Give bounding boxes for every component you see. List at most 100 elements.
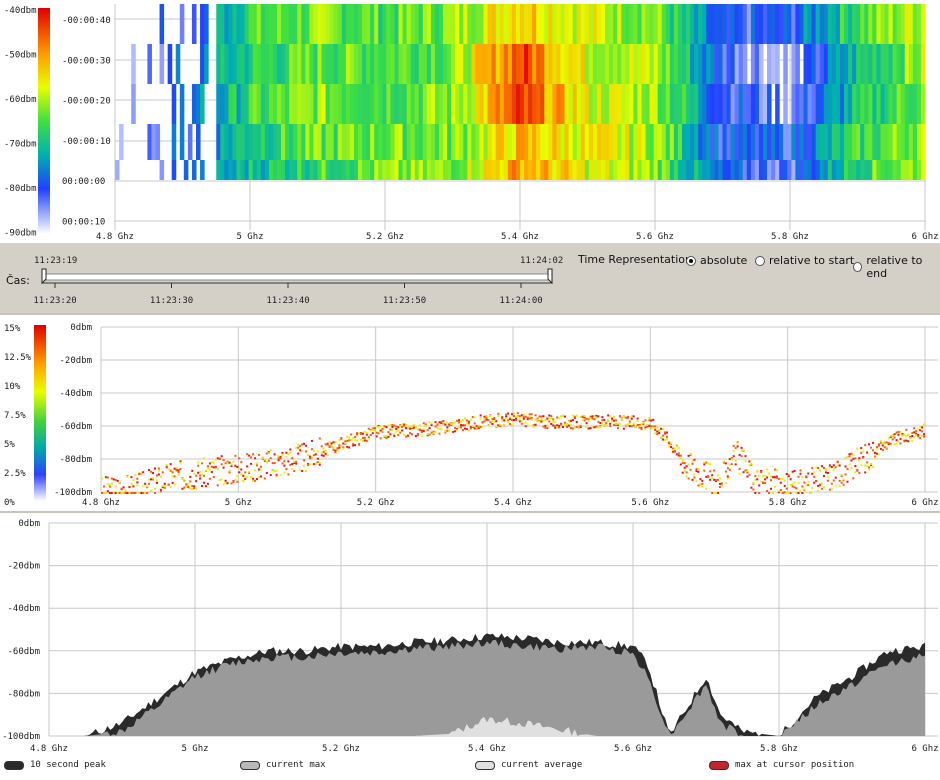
time-range-track[interactable] <box>41 273 553 281</box>
waterfall-cell <box>621 4 626 44</box>
waterfall-cell <box>791 4 796 44</box>
radio-relative-to-end-dot[interactable] <box>853 262 863 272</box>
waterfall-cell <box>418 4 424 44</box>
waterfall-cell <box>544 124 549 160</box>
density-point <box>754 475 757 478</box>
radio-absolute-label[interactable]: absolute <box>700 254 748 267</box>
legend-current-average[interactable]: current average <box>475 760 582 770</box>
waterfall-cell <box>673 124 679 160</box>
legend-10-second-peak[interactable]: 10 second peak <box>4 760 106 770</box>
waterfall-cell <box>317 84 323 124</box>
waterfall-cell <box>345 84 351 124</box>
density-point <box>365 439 368 442</box>
range-start-handle[interactable] <box>41 268 47 285</box>
density-point <box>722 461 725 464</box>
waterfall-cell <box>710 44 715 84</box>
waterfall-cell <box>908 124 914 160</box>
waterfall-cell <box>754 44 760 84</box>
waterfall-cell <box>191 4 197 44</box>
density-point <box>575 421 578 424</box>
density-point <box>230 463 233 466</box>
waterfall-cell <box>171 124 177 160</box>
density-point <box>271 469 274 472</box>
density-point <box>685 465 688 468</box>
density-point <box>758 492 761 494</box>
radio-absolute[interactable]: absolute <box>686 254 747 267</box>
waterfall-cell <box>439 84 444 124</box>
radio-relative-to-end[interactable]: relative to end <box>853 254 940 280</box>
waterfall-cell <box>471 84 476 124</box>
waterfall-cell <box>831 124 837 160</box>
waterfall-cell <box>487 84 493 124</box>
density-point <box>377 424 380 427</box>
density-point <box>785 472 788 475</box>
density-point <box>277 455 280 458</box>
density-point <box>224 479 227 482</box>
waterfall-cell <box>455 124 460 160</box>
density-point <box>395 427 398 430</box>
waterfall-cell <box>641 84 647 124</box>
density-point <box>467 422 470 425</box>
waterfall-cell <box>868 4 873 44</box>
waterfall-cell <box>726 84 732 124</box>
radio-relative-to-start-dot[interactable] <box>755 255 765 266</box>
density-point <box>375 425 378 428</box>
density-point <box>448 424 451 427</box>
density-point <box>281 451 284 454</box>
legend-max-at-cursor[interactable]: max at cursor position <box>709 760 854 770</box>
density-point <box>167 468 170 471</box>
density-point <box>106 476 109 479</box>
density-point <box>167 483 170 486</box>
density-point <box>638 424 641 427</box>
freq-tick-label: 6 Ghz <box>911 232 938 242</box>
density-point <box>656 430 659 433</box>
waterfall-cell <box>301 4 306 44</box>
radio-relative-to-end-label[interactable]: relative to end <box>866 254 923 280</box>
radio-relative-to-start[interactable]: relative to start <box>755 254 854 267</box>
waterfall-cell <box>414 124 420 160</box>
density-point <box>352 437 355 440</box>
density-point <box>254 457 257 460</box>
waterfall-cell <box>301 124 306 160</box>
density-point <box>879 441 882 444</box>
waterfall-cell <box>410 4 416 44</box>
waterfall-cell <box>313 160 318 180</box>
density-point <box>881 448 884 451</box>
waterfall-cell <box>317 4 323 44</box>
density-point <box>909 437 912 440</box>
range-end-handle[interactable] <box>547 268 553 285</box>
waterfall-cell <box>430 4 436 44</box>
density-point <box>428 427 431 430</box>
waterfall-cell <box>605 124 610 160</box>
waterfall-cell <box>584 4 590 44</box>
density-point <box>340 437 343 440</box>
waterfall-cell <box>499 124 505 160</box>
density-point <box>917 433 920 436</box>
density-point <box>720 482 723 485</box>
density-point <box>204 485 207 488</box>
density-point <box>821 465 824 468</box>
density-point <box>336 447 339 450</box>
waterfall-cell <box>268 124 274 160</box>
waterfall-cell <box>665 160 671 180</box>
waterfall-cell <box>236 44 242 84</box>
waterfall-cell <box>358 124 363 160</box>
waterfall-cell <box>228 124 233 160</box>
waterfall-cell <box>362 4 367 44</box>
waterfall-cell <box>613 160 618 180</box>
legend-current-max[interactable]: current max <box>240 760 326 770</box>
radio-relative-to-start-label[interactable]: relative to start <box>769 254 855 267</box>
waterfall-cell <box>892 160 898 180</box>
waterfall-cell <box>605 44 610 84</box>
waterfall-cell <box>281 4 286 44</box>
waterfall-cell <box>673 44 679 84</box>
density-point <box>775 468 778 471</box>
density-point <box>173 475 176 478</box>
density-point <box>899 430 902 433</box>
density-point <box>558 424 561 427</box>
waterfall-cell <box>564 160 570 180</box>
radio-absolute-dot[interactable] <box>686 255 696 266</box>
waterfall-cell <box>811 160 817 180</box>
density-point <box>565 425 568 428</box>
waterfall-cell <box>791 44 796 84</box>
